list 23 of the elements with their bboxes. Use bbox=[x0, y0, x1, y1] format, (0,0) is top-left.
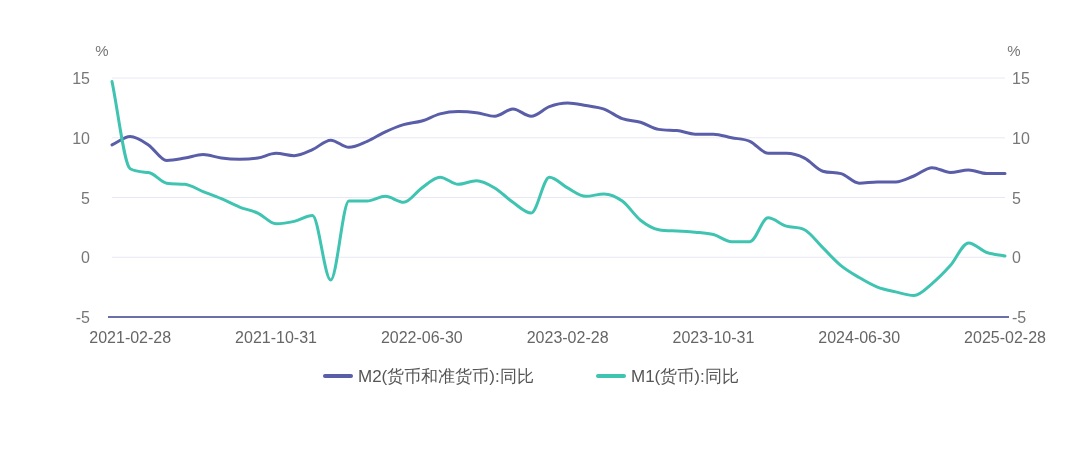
y2-tick-label: 10 bbox=[1012, 129, 1030, 147]
x-tick-label: 2023-10-31 bbox=[672, 329, 755, 346]
y-tick-label: 0 bbox=[81, 249, 91, 267]
legend-label: M2(货币和准货币):同比 bbox=[358, 367, 534, 386]
y-tick-label: 15 bbox=[72, 70, 91, 87]
y-tick-label: 5 bbox=[81, 189, 91, 207]
x-tick-label: 2023-02-28 bbox=[526, 329, 609, 346]
y2-tick-label: 15 bbox=[1012, 70, 1030, 87]
x-tick-label: 2025-02-28 bbox=[964, 329, 1047, 346]
y-tick-label: -5 bbox=[75, 309, 91, 326]
x-tick-label: 2021-10-31 bbox=[235, 329, 318, 346]
line-series bbox=[110, 101, 1007, 185]
y2-tick-label: -5 bbox=[1012, 309, 1027, 326]
y2-tick-label: 5 bbox=[1012, 189, 1021, 207]
x-tick-label: 2024-06-30 bbox=[818, 329, 901, 346]
x-tick-label: 2021-02-28 bbox=[89, 329, 172, 346]
y-tick-label: 10 bbox=[72, 129, 91, 147]
y2-tick-label: 0 bbox=[1012, 249, 1021, 267]
y2-axis-title: % bbox=[1007, 42, 1021, 59]
y-axis-title: % bbox=[95, 42, 109, 59]
x-tick-label: 2022-06-30 bbox=[380, 329, 463, 346]
line-series bbox=[110, 80, 1007, 297]
legend-label: M1(货币):同比 bbox=[631, 367, 739, 386]
